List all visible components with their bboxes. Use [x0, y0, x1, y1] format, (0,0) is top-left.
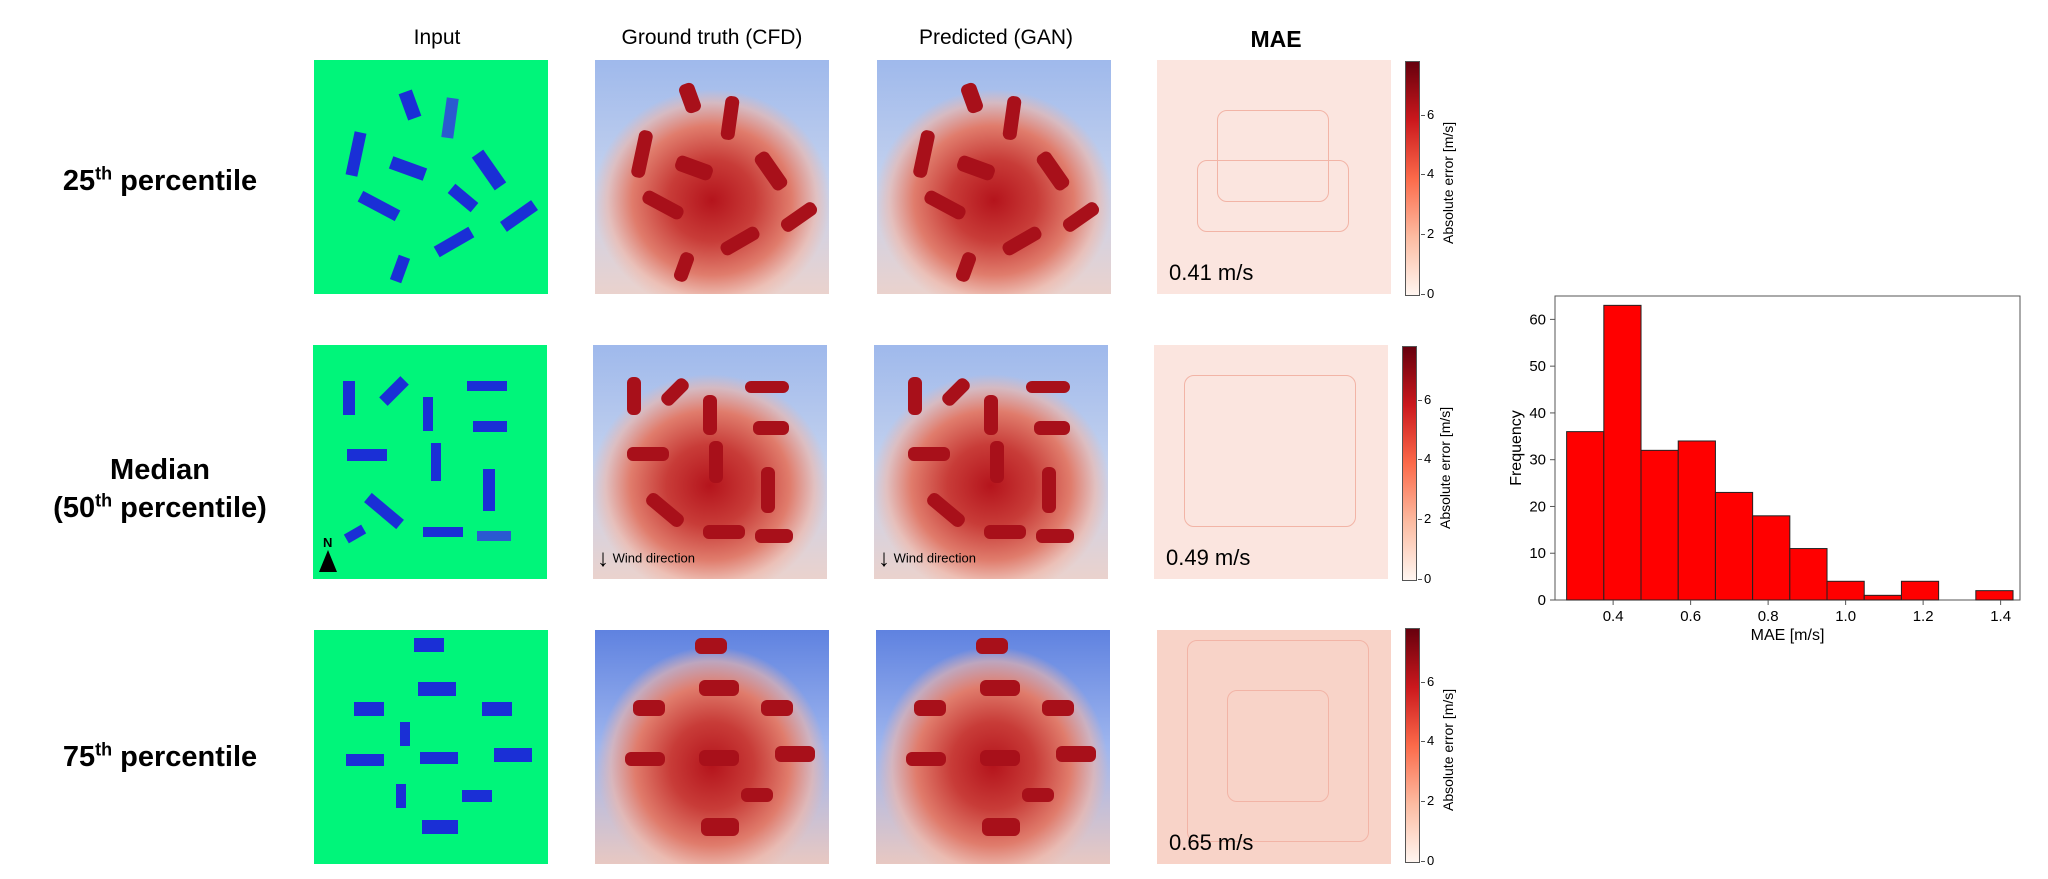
north-label: N [323, 535, 333, 550]
input-map-row3 [314, 630, 548, 864]
x-tick-label: 0.6 [1680, 608, 1701, 625]
histogram-bar [1677, 440, 1716, 601]
colorbar-tick: 4 [1417, 451, 1432, 466]
predicted-field-row3 [876, 630, 1110, 864]
input-map-row1 [314, 60, 548, 294]
y-tick-label: 0 [1538, 592, 1546, 609]
column-header-input: Input [413, 26, 461, 49]
y-tick-label: 50 [1529, 358, 1546, 375]
row-label-25th: 25th percentile [62, 163, 258, 197]
y-tick-label: 10 [1529, 545, 1546, 562]
histogram-bar [1789, 548, 1828, 601]
histogram-x-label: MAE [m/s] [1751, 627, 1825, 644]
histogram-bar [1752, 515, 1791, 601]
colorbar-label: Absolute error [m/s] [1440, 688, 1456, 811]
colorbar-label: Absolute error [m/s] [1440, 121, 1456, 244]
mae-value-row3: 0.65 m/s [1169, 830, 1254, 855]
column-header-mae: MAE [1250, 26, 1302, 52]
x-tick-label: 0.8 [1758, 608, 1779, 625]
colorbar-row2 [1402, 346, 1417, 581]
histogram-bar [1603, 304, 1642, 601]
colorbar-tick: 2 [1420, 793, 1435, 808]
mae-value-row2: 0.49 m/s [1166, 545, 1251, 570]
colorbar-label: Absolute error [m/s] [1437, 406, 1453, 529]
ground-truth-field-row3 [595, 630, 829, 864]
ground-truth-field-row2: ↓ Wind direction [593, 345, 827, 579]
column-header-predicted: Predicted (GAN) [918, 26, 1074, 49]
down-arrow-icon: ↓ [597, 545, 609, 572]
x-tick-label: 1.4 [1990, 608, 2011, 625]
colorbar-tick: 0 [1420, 286, 1435, 301]
row-label-median: Median (50th percentile) [53, 454, 267, 524]
histogram-bar [1863, 594, 1902, 601]
colorbar-tick: 2 [1417, 511, 1432, 526]
colorbar-tick: 0 [1417, 571, 1432, 586]
x-tick-label: 1.2 [1913, 608, 1934, 625]
north-arrow-icon [319, 550, 337, 572]
histogram-bar [1900, 580, 1940, 601]
y-tick-label: 30 [1529, 452, 1546, 469]
row-label-75th: 75th percentile [62, 739, 258, 773]
colorbar-tick: 6 [1417, 392, 1432, 407]
colorbar-tick: 4 [1420, 166, 1435, 181]
input-map-row2: N [313, 345, 547, 579]
mae-map-row1: 0.41 m/s [1157, 60, 1391, 294]
y-tick-label: 20 [1529, 498, 1546, 515]
colorbar-tick: 6 [1420, 107, 1435, 122]
colorbar-tick: 6 [1420, 674, 1435, 689]
histogram-bar [1566, 431, 1605, 601]
y-tick-label: 40 [1529, 405, 1546, 422]
histogram-bar [1975, 590, 2014, 601]
mae-map-row3: 0.65 m/s [1157, 630, 1391, 864]
colorbar-row3 [1405, 628, 1420, 863]
colorbar-tick: 4 [1420, 733, 1435, 748]
histogram-bar [1826, 580, 1865, 601]
wind-direction-label: ↓ Wind direction [878, 545, 976, 572]
down-arrow-icon: ↓ [878, 545, 890, 572]
predicted-field-row1 [877, 60, 1111, 294]
ground-truth-field-row1 [595, 60, 829, 294]
y-tick-label: 60 [1529, 311, 1546, 328]
histogram-y-label: Frequency [1508, 410, 1525, 486]
wind-direction-label: ↓ Wind direction [597, 545, 695, 572]
column-header-ground-truth: Ground truth (CFD) [621, 26, 803, 49]
x-tick-label: 0.4 [1603, 608, 1624, 625]
colorbar-tick: 0 [1420, 853, 1435, 868]
mae-value-row1: 0.41 m/s [1169, 260, 1254, 285]
colorbar-tick: 2 [1420, 226, 1435, 241]
mae-histogram: 0 10 20 30 40 50 60 0.4 0.6 0.8 1.0 1.2 1.4 MAE [m/… [1508, 295, 2021, 644]
colorbar-row1 [1405, 61, 1420, 296]
histogram-bar [1640, 449, 1679, 601]
predicted-field-row2: ↓ Wind direction [874, 345, 1108, 579]
mae-map-row2: 0.49 m/s [1154, 345, 1388, 579]
x-tick-label: 1.0 [1835, 608, 1856, 625]
histogram-bar [1714, 491, 1754, 601]
